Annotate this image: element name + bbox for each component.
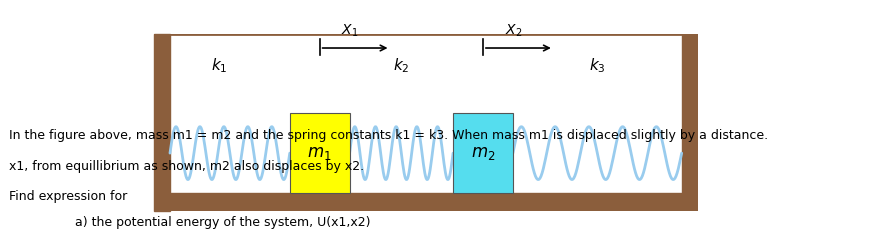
Text: $X_1$: $X_1$ <box>341 23 359 39</box>
Bar <box>681 34 697 211</box>
Bar <box>289 113 349 193</box>
Text: $m_2$: $m_2$ <box>470 144 495 162</box>
Bar <box>153 193 697 211</box>
Text: $k_3$: $k_3$ <box>588 56 605 75</box>
Text: x1, from equillibrium as shown, m2 also displaces by x2.: x1, from equillibrium as shown, m2 also … <box>9 160 363 174</box>
Bar <box>153 34 170 211</box>
Text: $k_1$: $k_1$ <box>210 56 227 75</box>
Text: $m_1$: $m_1$ <box>307 144 332 162</box>
Text: In the figure above, mass m1 = m2 and the spring constants k1 = k3. When mass m1: In the figure above, mass m1 = m2 and th… <box>9 129 767 142</box>
Bar <box>453 113 512 193</box>
Text: a) the potential energy of the system, U(x1,x2): a) the potential energy of the system, U… <box>75 216 370 229</box>
Text: $X_2$: $X_2$ <box>504 23 522 39</box>
Text: $k_2$: $k_2$ <box>393 56 409 75</box>
Text: Find expression for: Find expression for <box>9 189 127 203</box>
